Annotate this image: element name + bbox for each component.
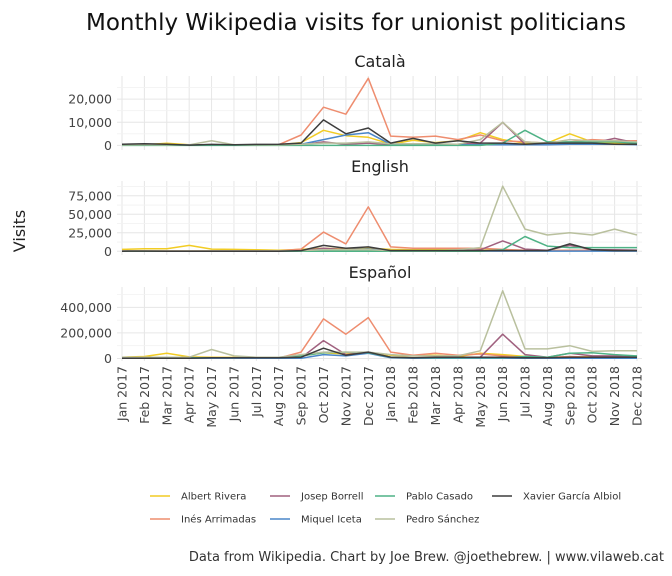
x-tick-label: May 2017 bbox=[204, 366, 219, 428]
x-tick-label: Oct 2017 bbox=[316, 366, 331, 423]
y-tick-label: 200,000 bbox=[60, 325, 112, 340]
x-tick-label: Jan 2018 bbox=[383, 366, 398, 422]
legend-label: Pablo Casado bbox=[406, 492, 473, 503]
legend-item: Inés Arrimadas bbox=[150, 514, 256, 526]
y-axis-label: Visits bbox=[10, 210, 29, 252]
y-tick-label: 50,000 bbox=[68, 207, 112, 222]
x-tick-label: Jun 2017 bbox=[226, 366, 241, 422]
panel-1: 0 25,000 50,000 75,000 English bbox=[68, 157, 642, 259]
legend: Albert Rivera Inés Arrimadas Josep Borrell… bbox=[150, 491, 621, 526]
x-tick-label: Jan 2017 bbox=[115, 366, 130, 422]
series-line-in-s-arrimadas bbox=[122, 206, 637, 252]
y-tick-label: 10,000 bbox=[68, 115, 112, 130]
legend-item: Pedro Sánchez bbox=[375, 514, 479, 526]
y-tick-label: 400,000 bbox=[60, 300, 112, 315]
caption: Data from Wikipedia. Chart by Joe Brew. … bbox=[189, 550, 664, 565]
x-tick-label: Aug 2017 bbox=[271, 366, 286, 426]
legend-label: Inés Arrimadas bbox=[181, 514, 256, 526]
facet-label: English bbox=[351, 157, 409, 176]
x-tick-label: Nov 2018 bbox=[607, 366, 622, 426]
series-line-xavier-garc-a-albiol bbox=[121, 119, 637, 146]
x-tick-label: Dec 2018 bbox=[630, 366, 645, 426]
x-tick-label: Apr 2017 bbox=[182, 366, 197, 423]
panel-2: 0 200,000 400,000 Español bbox=[60, 263, 642, 366]
y-tick-label: 25,000 bbox=[68, 225, 112, 240]
panels: 0 10,000 20,000 Català 0 25,000 50,000 75,000 En… bbox=[60, 52, 642, 366]
series-line-in-s-arrimadas bbox=[122, 316, 637, 359]
series-line-xavier-garc-a-albiol bbox=[121, 243, 637, 252]
y-tick-label: 75,000 bbox=[68, 188, 112, 203]
series-line-pedro-s-nchez bbox=[122, 290, 637, 358]
x-tick-label: May 2018 bbox=[473, 366, 488, 428]
panel-0: 0 10,000 20,000 Català bbox=[68, 52, 642, 153]
x-tick-label: Jun 2018 bbox=[495, 366, 510, 422]
y-tick-label: 20,000 bbox=[68, 92, 112, 107]
x-tick-label: Nov 2017 bbox=[338, 366, 353, 426]
facet-label: Català bbox=[354, 52, 405, 71]
x-tick-label: Feb 2018 bbox=[406, 366, 421, 424]
x-tick-label: Dec 2017 bbox=[361, 366, 376, 426]
legend-item: Pablo Casado bbox=[375, 492, 473, 503]
legend-label: Xavier García Albiol bbox=[523, 491, 621, 503]
y-tick-label: 0 bbox=[104, 138, 112, 153]
legend-label: Josep Borrell bbox=[300, 492, 363, 503]
y-tick-label: 0 bbox=[104, 351, 112, 366]
legend-item: Miquel Iceta bbox=[270, 515, 362, 526]
x-tick-label: Jul 2017 bbox=[249, 366, 264, 418]
x-tick-label: Oct 2018 bbox=[585, 366, 600, 423]
facet-label: Español bbox=[349, 263, 412, 282]
x-tick-label: Mar 2017 bbox=[159, 366, 174, 425]
x-axis-ticks: Jan 2017 Feb 2017 Mar 2017 Apr 2017 May 2017… bbox=[115, 366, 645, 428]
legend-label: Miquel Iceta bbox=[301, 515, 362, 526]
x-tick-label: Jul 2018 bbox=[518, 366, 533, 418]
legend-item: Albert Rivera bbox=[150, 492, 246, 503]
chart-title: Monthly Wikipedia visits for unionist po… bbox=[86, 10, 626, 36]
legend-label: Albert Rivera bbox=[181, 492, 246, 503]
x-tick-label: Mar 2018 bbox=[428, 366, 443, 425]
x-tick-label: Feb 2017 bbox=[137, 366, 152, 424]
x-tick-label: Sep 2018 bbox=[562, 366, 577, 425]
legend-label: Pedro Sánchez bbox=[406, 514, 479, 526]
y-tick-label: 0 bbox=[104, 244, 112, 259]
legend-item: Xavier García Albiol bbox=[492, 491, 621, 503]
x-tick-label: Apr 2018 bbox=[450, 366, 465, 423]
series-line-xavier-garc-a-albiol bbox=[122, 347, 637, 359]
x-tick-label: Aug 2018 bbox=[540, 366, 555, 426]
x-tick-label: Sep 2017 bbox=[294, 366, 309, 425]
legend-item: Josep Borrell bbox=[270, 492, 363, 503]
